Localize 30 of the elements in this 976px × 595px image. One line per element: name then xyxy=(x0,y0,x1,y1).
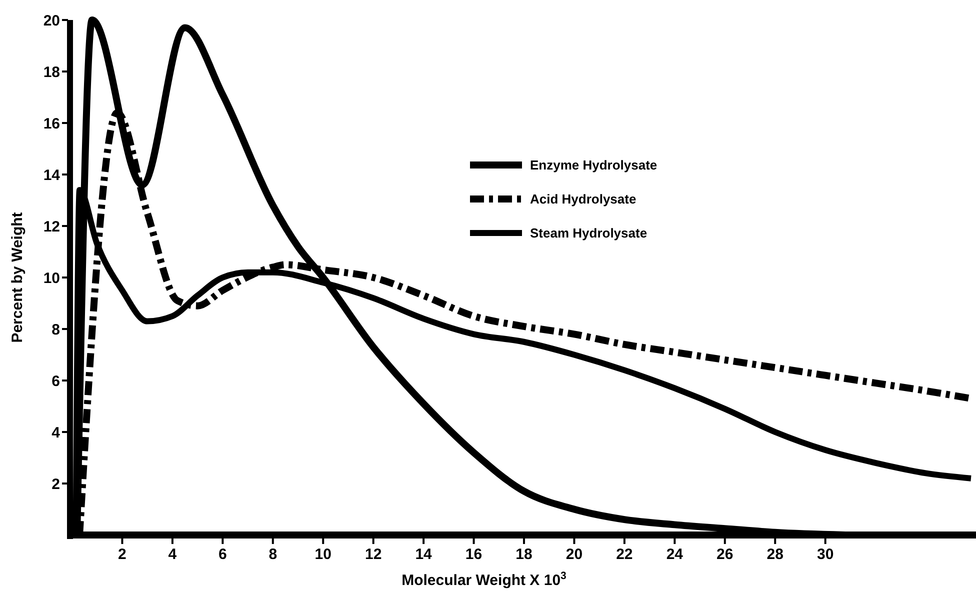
x-tick-label: 2 xyxy=(118,546,126,563)
x-tick-label: 14 xyxy=(415,546,433,563)
legend-label: Acid Hydrolysate xyxy=(530,192,636,207)
y-tick-label: 12 xyxy=(43,218,60,236)
x-tick-label: 10 xyxy=(314,546,332,563)
x-tick-label: 12 xyxy=(364,546,382,563)
x-tick-label: 6 xyxy=(218,546,227,563)
y-tick-label: 10 xyxy=(43,270,60,287)
x-tick-label: 8 xyxy=(268,546,278,563)
x-tick-label: 24 xyxy=(666,546,684,563)
x-axis-title: Molecular Weight X 10$^{3}$ xyxy=(402,570,567,589)
y-tick-label: 8 xyxy=(52,321,60,338)
x-tick-label: 22 xyxy=(616,546,633,563)
y-tick-label: 18 xyxy=(43,64,60,81)
y-tick-label: 4 xyxy=(52,424,61,442)
x-tick-label: 26 xyxy=(716,546,734,563)
y-tick-label: 16 xyxy=(43,115,60,132)
legend-label: Enzyme Hydrolysate xyxy=(530,158,658,173)
x-tick-label: 4 xyxy=(168,546,178,563)
x-tick-label: 16 xyxy=(465,546,482,563)
x-tick-label: 30 xyxy=(816,546,834,563)
x-tick-label: 28 xyxy=(766,546,784,563)
y-tick-label: 14 xyxy=(43,166,61,184)
y-tick-label: 20 xyxy=(43,12,60,30)
y-axis-title: Percent by Weight xyxy=(9,212,26,343)
x-tick-label: 20 xyxy=(566,546,583,563)
x-tick-label: 18 xyxy=(516,546,532,563)
y-tick-label: 6 xyxy=(52,372,60,390)
y-tick-label: 2 xyxy=(52,476,60,493)
legend-label: Steam Hydrolysate xyxy=(530,226,648,241)
